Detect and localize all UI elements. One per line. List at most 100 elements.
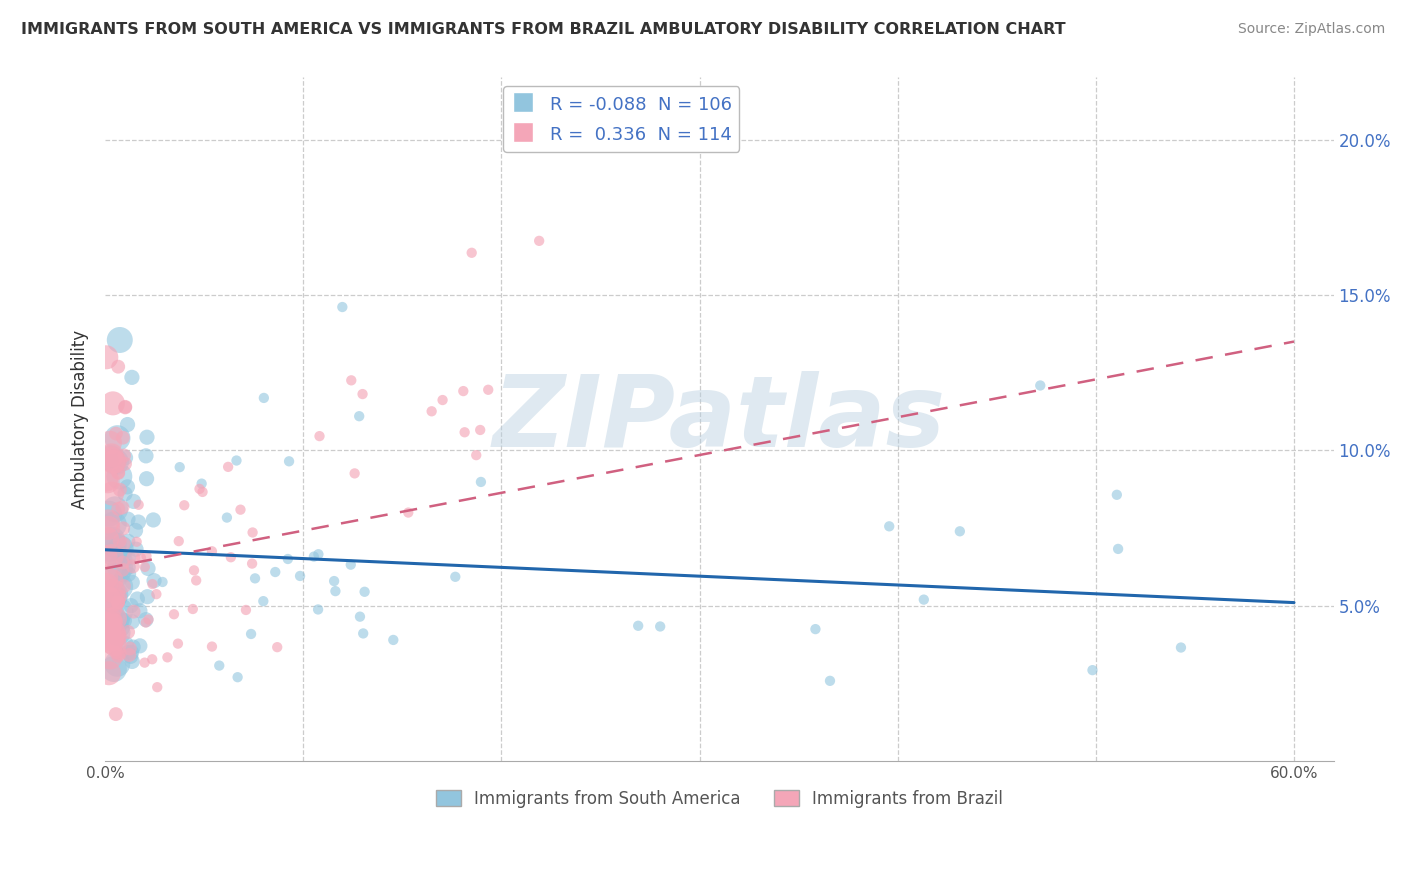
- Point: [108, 483, 131, 497]
- Point: [117, 646, 139, 660]
- Point: [104, 588, 127, 602]
- Y-axis label: Ambulatory Disability: Ambulatory Disability: [72, 330, 89, 508]
- Point: [163, 607, 186, 622]
- Point: [98, 613, 121, 627]
- Point: [121, 575, 143, 590]
- Point: [107, 595, 129, 609]
- Point: [818, 673, 841, 688]
- Point: [1107, 541, 1129, 556]
- Point: [949, 524, 972, 539]
- Point: [100, 600, 122, 615]
- Point: [108, 333, 131, 347]
- Point: [138, 613, 160, 627]
- Point: [104, 454, 127, 468]
- Point: [108, 647, 131, 661]
- Point: [141, 577, 163, 591]
- Point: [103, 455, 125, 469]
- Point: [124, 524, 146, 538]
- Point: [117, 512, 139, 526]
- Point: [103, 537, 125, 551]
- Point: [98, 541, 121, 556]
- Point: [112, 537, 135, 551]
- Point: [103, 637, 125, 651]
- Point: [97, 607, 120, 621]
- Point: [136, 561, 159, 575]
- Point: [181, 602, 204, 616]
- Point: [122, 640, 145, 654]
- Point: [352, 626, 374, 640]
- Point: [339, 558, 361, 572]
- Point: [94, 473, 117, 487]
- Point: [117, 567, 139, 582]
- Point: [103, 584, 125, 599]
- Point: [465, 448, 488, 462]
- Point: [128, 639, 150, 653]
- Point: [114, 450, 136, 465]
- Point: [527, 234, 550, 248]
- Point: [460, 245, 482, 260]
- Point: [103, 626, 125, 640]
- Point: [112, 579, 135, 593]
- Point: [121, 370, 143, 384]
- Point: [100, 616, 122, 631]
- Point: [121, 646, 143, 660]
- Point: [627, 619, 650, 633]
- Point: [96, 351, 118, 365]
- Point: [353, 584, 375, 599]
- Point: [804, 622, 827, 636]
- Point: [226, 670, 249, 684]
- Point: [107, 466, 129, 480]
- Point: [125, 534, 148, 549]
- Point: [135, 449, 157, 463]
- Point: [453, 384, 475, 398]
- Point: [264, 565, 287, 579]
- Point: [107, 359, 129, 374]
- Point: [302, 549, 325, 564]
- Point: [1170, 640, 1192, 655]
- Point: [103, 593, 125, 607]
- Point: [107, 466, 129, 480]
- Point: [104, 502, 127, 516]
- Point: [186, 574, 208, 588]
- Point: [114, 457, 136, 471]
- Legend: Immigrants from South America, Immigrants from Brazil: Immigrants from South America, Immigrant…: [429, 783, 1010, 814]
- Point: [114, 552, 136, 566]
- Text: ZIPatlas: ZIPatlas: [494, 371, 946, 467]
- Point: [101, 632, 124, 647]
- Point: [127, 515, 149, 529]
- Point: [107, 595, 129, 609]
- Point: [103, 630, 125, 644]
- Point: [118, 641, 141, 656]
- Point: [100, 591, 122, 606]
- Point: [340, 373, 363, 387]
- Point: [111, 563, 134, 577]
- Point: [117, 551, 139, 566]
- Point: [104, 426, 127, 441]
- Point: [98, 507, 121, 521]
- Point: [104, 455, 127, 469]
- Point: [108, 533, 131, 548]
- Point: [122, 550, 145, 565]
- Point: [143, 574, 166, 588]
- Point: [352, 387, 374, 401]
- Point: [912, 592, 935, 607]
- Point: [152, 574, 174, 589]
- Point: [288, 569, 311, 583]
- Point: [141, 652, 163, 666]
- Point: [136, 430, 159, 444]
- Point: [323, 574, 346, 588]
- Point: [103, 662, 125, 676]
- Point: [444, 570, 467, 584]
- Point: [104, 630, 127, 644]
- Point: [347, 409, 370, 424]
- Point: [96, 571, 118, 585]
- Point: [114, 487, 136, 501]
- Point: [122, 494, 145, 508]
- Point: [120, 599, 142, 613]
- Point: [349, 609, 371, 624]
- Point: [100, 549, 122, 563]
- Point: [118, 648, 141, 662]
- Point: [108, 560, 131, 574]
- Point: [97, 521, 120, 535]
- Point: [122, 559, 145, 574]
